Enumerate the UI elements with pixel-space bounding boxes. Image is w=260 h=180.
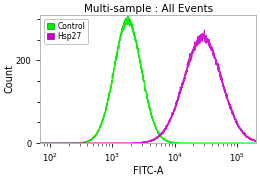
Y-axis label: Count: Count [4, 64, 14, 93]
Legend: Control, Hsp27: Control, Hsp27 [44, 19, 88, 44]
Title: Multi-sample : All Events: Multi-sample : All Events [83, 4, 213, 14]
X-axis label: FITC-A: FITC-A [133, 166, 163, 176]
